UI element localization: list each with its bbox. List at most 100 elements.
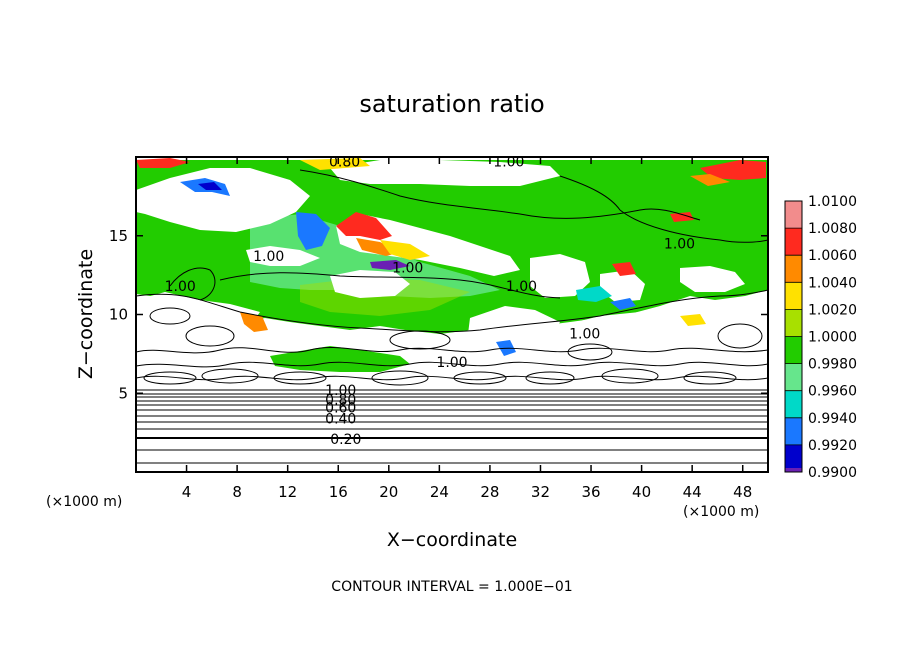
chart-title: saturation ratio <box>359 90 544 118</box>
x-tick-label: 40 <box>632 483 651 501</box>
contour-line-wave-1 <box>136 347 768 354</box>
colorbar-swatch <box>785 417 802 445</box>
colorbar-swatch <box>785 390 802 418</box>
contour-cell-4 <box>371 370 429 386</box>
blue-streak-top-left-dark <box>198 182 222 190</box>
contour-labels: 0.80 1.001.001.001.001.001.001.001.001.00… <box>165 155 695 448</box>
colorbar-label: 1.0100 <box>808 194 857 210</box>
x-tick-label: 48 <box>733 483 752 501</box>
contour-line-upper-green <box>299 169 701 221</box>
contour-label: 1.00 <box>392 260 423 276</box>
white-blob-right <box>530 254 590 298</box>
white-blob-mid-left <box>246 246 320 266</box>
y-tick-label: 15 <box>109 227 128 245</box>
y-tick-label: 10 <box>109 306 128 324</box>
contour-lines <box>136 169 768 386</box>
x-tick-label: 36 <box>581 483 600 501</box>
contour-label: 1.00 <box>493 155 524 171</box>
colorbar-label: 0.9940 <box>808 411 857 427</box>
colorbar-label: 1.0000 <box>808 330 857 346</box>
contour-label: 1.00 <box>569 326 600 342</box>
x-tick-label: 24 <box>430 483 449 501</box>
contour-label: 1.00 <box>165 279 196 295</box>
colorbar-swatch <box>785 336 802 364</box>
x-tick-label: 4 <box>182 483 192 501</box>
contour-line-wave-3 <box>136 375 768 381</box>
contour-cell-1 <box>143 371 197 385</box>
stratified-contours <box>136 389 768 464</box>
contour-label: 1.00 <box>436 355 467 371</box>
contour-line-wave-2 <box>136 361 768 368</box>
colorbar-label: 0.9980 <box>808 357 857 373</box>
x-tick-label: 16 <box>329 483 348 501</box>
white-blob-right-low <box>560 296 768 348</box>
contour-line-upper-green-2 <box>559 175 768 243</box>
contour-label: 0.80 <box>329 155 360 171</box>
contour-label: 1.00 <box>506 279 537 295</box>
red-fringe-top-left <box>136 158 190 168</box>
y-tick-label: 5 <box>118 384 128 402</box>
colorbar-label: 0.9920 <box>808 438 857 454</box>
colorbar-swatch-bottom <box>785 468 802 472</box>
colorbar-label: 1.0060 <box>808 248 857 264</box>
contour-cell-6 <box>525 371 575 385</box>
plot-area: 0.80 1.001.001.001.001.001.001.001.001.00… <box>136 155 768 472</box>
contour-cell-8 <box>683 371 737 385</box>
white-blob-top-left <box>136 168 310 232</box>
x-tick-label: 20 <box>379 483 398 501</box>
yellow-fringe-top <box>300 158 370 170</box>
x-tick-label: 28 <box>480 483 499 501</box>
colorbar-swatch <box>785 201 802 229</box>
white-blob-left-low <box>136 292 260 330</box>
colorbar-swatch <box>785 282 802 310</box>
y-axis-ticks: 5 10 15 <box>109 227 768 402</box>
contour-cell-10 <box>389 330 451 350</box>
colorbar-swatch <box>785 363 802 391</box>
white-blob-right2 <box>600 270 645 302</box>
contour-cell-3 <box>273 371 327 385</box>
x-axis-label: X−coordinate <box>387 529 517 551</box>
colorbar-label: 1.0020 <box>808 302 857 318</box>
orange-fringe-top-right <box>690 174 730 186</box>
yellow-fringe-center <box>380 240 430 260</box>
cyan-streak-mid <box>576 286 612 302</box>
red-fringe-top-right <box>700 160 766 180</box>
blue-streak-center <box>296 212 330 250</box>
x-tick-label: 8 <box>232 483 242 501</box>
contour-cell-7 <box>601 368 659 384</box>
white-blob-center-low <box>468 306 560 350</box>
colorbar-swatch <box>785 228 802 256</box>
y-axis-label: Z−coordinate <box>75 249 97 379</box>
contour-label: 0.60 <box>325 400 356 416</box>
red-fringe-right2 <box>670 212 694 222</box>
contour-cell-12 <box>717 323 763 349</box>
white-blob-top-mid <box>330 160 560 186</box>
colorbar-swatch <box>785 255 802 283</box>
contour-interval-note: CONTOUR INTERVAL = 1.000E−01 <box>331 579 572 595</box>
red-fringe-right <box>612 262 636 276</box>
colorbar-swatch <box>785 444 802 472</box>
contour-cell-9 <box>185 325 235 347</box>
contour-label: 1.00 <box>325 383 356 399</box>
contour-line-mid-green <box>219 272 561 299</box>
colorbar-label: 1.0040 <box>808 275 857 291</box>
x-axis-ticks: 4 8 12 16 20 24 28 32 36 40 44 48 <box>182 157 752 501</box>
x-tick-label: 32 <box>531 483 550 501</box>
contour-label: 1.00 <box>664 237 695 253</box>
contour-label: 0.40 <box>325 411 356 427</box>
contour-cell-2 <box>201 368 259 384</box>
contour-line-left <box>169 267 216 301</box>
violet-streak-center <box>370 260 410 270</box>
saturated-field <box>136 158 768 372</box>
contour-cell-13 <box>149 307 191 325</box>
red-fringe-center <box>336 212 392 240</box>
colorbar-label: 0.9960 <box>808 384 857 400</box>
contour-label: 0.80 <box>325 393 356 409</box>
blue-streak-right <box>610 298 636 310</box>
colorbar-swatch <box>785 309 802 337</box>
yellow-fringe-right <box>680 314 706 326</box>
orange-fringe-left <box>240 312 268 332</box>
x-unit-right: (×1000 m) <box>683 504 759 520</box>
contour-cell-11 <box>567 343 613 361</box>
